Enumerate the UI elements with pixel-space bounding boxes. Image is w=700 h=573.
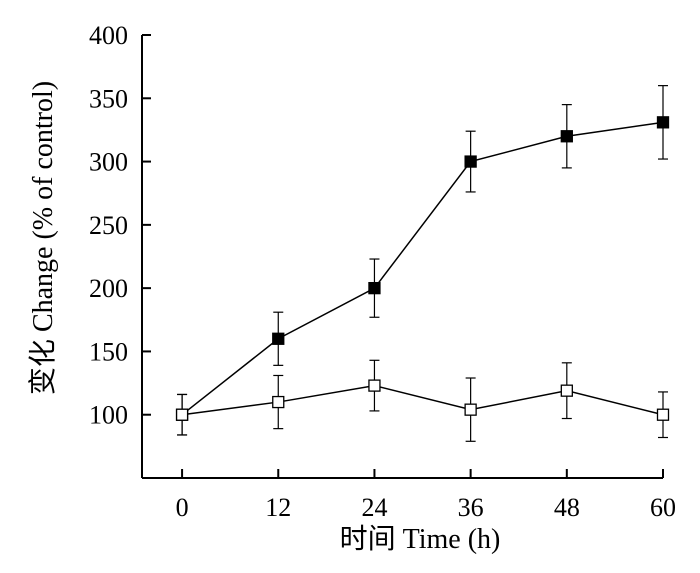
series-1	[175, 85, 670, 436]
data-point-filled-square	[560, 130, 573, 143]
data-point-open-square	[175, 408, 189, 421]
x-tick-label: 36	[458, 493, 484, 522]
y-axis-title: 变化 Change (% of control)	[27, 81, 59, 395]
y-tick-label: 100	[89, 401, 128, 430]
y-tick-label: 350	[89, 84, 128, 113]
x-tick-label: 48	[554, 493, 580, 522]
y-tick-label: 200	[89, 274, 128, 303]
series-layer	[175, 85, 670, 442]
x-tick-label: 0	[176, 493, 189, 522]
y-tick-label: 300	[89, 148, 128, 177]
data-point-open-square	[464, 403, 477, 416]
data-point-open-square	[272, 395, 285, 409]
x-tick-label: 24	[361, 493, 387, 522]
series-line	[181, 384, 664, 416]
data-point-filled-square	[272, 332, 285, 345]
y-tick-label: 400	[89, 21, 128, 50]
y-tick-label: 250	[89, 211, 128, 240]
series-2	[175, 359, 670, 442]
data-point-filled-square	[656, 116, 670, 129]
y-tick-label: 150	[89, 337, 128, 366]
data-point-open-square	[656, 408, 670, 421]
data-point-filled-square	[368, 281, 381, 295]
data-point-filled-square	[464, 155, 477, 168]
data-point-open-square	[368, 379, 381, 392]
x-axis-title: 时间 Time (h)	[340, 523, 501, 555]
data-point-open-square	[560, 384, 573, 397]
series-line	[181, 121, 664, 416]
x-tick-label: 12	[265, 493, 291, 522]
axes: 100 150 200 250 300 350 400 0 12 24 36 48 60	[89, 21, 676, 522]
x-tick-label: 60	[650, 493, 676, 522]
